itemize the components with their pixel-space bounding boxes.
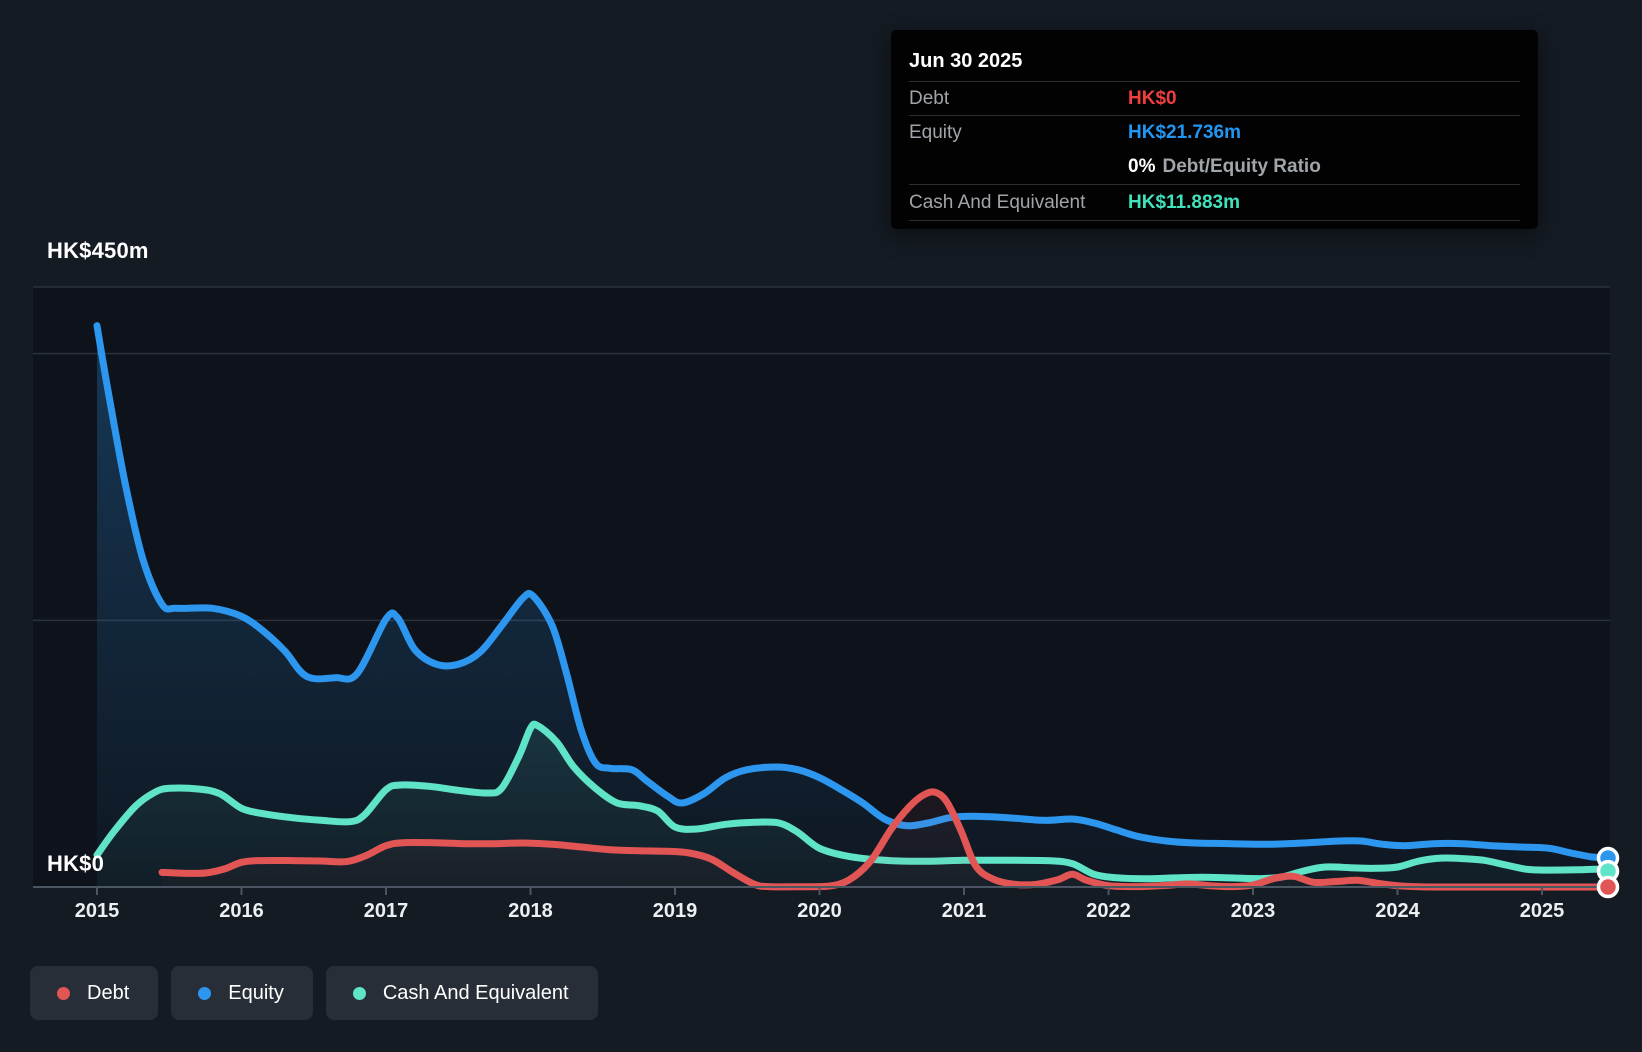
x-tick-label-2019: 2019	[653, 900, 698, 922]
equity-legend-dot	[198, 986, 212, 1000]
tooltip-cash-value: HK$11.883m	[1128, 191, 1240, 213]
x-tick-label-2021: 2021	[942, 900, 987, 922]
tooltip-debt-label: Debt	[909, 87, 950, 109]
tooltip-cash-label: Cash And Equivalent	[909, 191, 1086, 213]
cash-and-equivalent-line	[93, 720, 1610, 883]
tooltip-row-cash: Cash And Equivalent HK$11.883m	[909, 185, 1520, 221]
debt-legend-dot	[57, 986, 70, 1000]
legend-item-label: Debt	[87, 981, 130, 1004]
tooltip-ratio-value: 0%	[1128, 155, 1156, 177]
equity-line	[93, 322, 1610, 862]
tooltip-equity-value: HK$21.736m	[1128, 121, 1242, 143]
tooltip-ratio-label: Debt/Equity Ratio	[1162, 155, 1321, 177]
debt-line	[158, 788, 1610, 891]
legend-item-equity[interactable]: Equity	[171, 966, 313, 1020]
tooltip-row-debt: Debt HK$0	[909, 82, 1520, 116]
cash-and-equivalent-legend-dot	[352, 986, 366, 1000]
x-tick-label-2020: 2020	[797, 900, 842, 922]
legend-item-label: Cash And Equivalent	[382, 981, 569, 1004]
chart-legend: Debt Equity Cash And Equivalent	[30, 966, 598, 1020]
x-tick-label-2018: 2018	[508, 900, 553, 922]
tooltip-date: Jun 30 2025	[909, 30, 1520, 82]
tooltip-row-equity: Equity HK$21.736m	[909, 116, 1520, 149]
tooltip-equity-label: Equity	[909, 121, 962, 143]
x-tick-label-2025: 2025	[1520, 900, 1565, 922]
x-tick-label-2023: 2023	[1231, 900, 1276, 922]
x-tick-label-2024: 2024	[1375, 900, 1420, 922]
x-tick-label-2022: 2022	[1086, 900, 1131, 922]
tooltip-debt-value: HK$0	[1128, 87, 1177, 109]
debt-end-marker[interactable]	[1596, 875, 1620, 899]
equity-area	[97, 325, 1610, 888]
y-axis-zero-label: HK$0	[47, 851, 105, 876]
x-tick-label-2015: 2015	[75, 900, 120, 922]
legend-item-debt[interactable]: Debt	[30, 966, 159, 1020]
x-tick-label-2017: 2017	[364, 900, 409, 922]
x-tick-label-2016: 2016	[219, 900, 264, 922]
legend-item-cash-and-equivalent[interactable]: Cash And Equivalent	[325, 966, 598, 1020]
tooltip-row-ratio: 0% Debt/Equity Ratio	[909, 149, 1520, 185]
legend-item-label: Equity	[228, 981, 284, 1004]
y-axis-max-label: HK$450m	[47, 238, 149, 263]
chart-tooltip: Jun 30 2025 Debt HK$0 Equity HK$21.736m …	[891, 30, 1538, 229]
